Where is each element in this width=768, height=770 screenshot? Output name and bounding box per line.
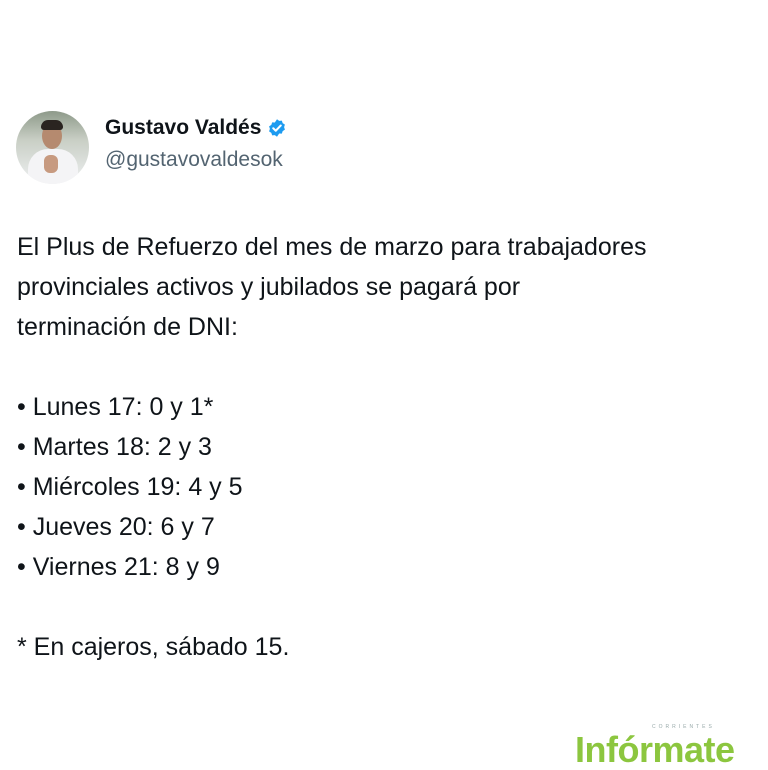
author-name[interactable]: Gustavo Valdés bbox=[105, 116, 262, 139]
schedule-item: • Martes 18: 2 y 3 bbox=[17, 433, 212, 461]
schedule-item: • Jueves 20: 6 y 7 bbox=[17, 513, 215, 541]
tweet-text: El Plus de Refuerzo del mes de marzo par… bbox=[17, 227, 757, 667]
text-line: El Plus de Refuerzo del mes de marzo par… bbox=[17, 233, 647, 261]
watermark-subtext: CORRIENTES bbox=[652, 724, 715, 730]
avatar-figure-hands bbox=[44, 155, 58, 173]
author-handle[interactable]: @gustavovaldesok bbox=[105, 148, 283, 171]
footnote: * En cajeros, sábado 15. bbox=[17, 633, 290, 661]
avatar[interactable] bbox=[16, 111, 89, 184]
avatar-figure-hair bbox=[41, 120, 63, 130]
schedule-item: • Lunes 17: 0 y 1* bbox=[17, 393, 214, 421]
author-name-row[interactable]: Gustavo Valdés bbox=[105, 116, 287, 140]
watermark-logo: Infórmate bbox=[575, 729, 735, 770]
schedule-item: • Miércoles 19: 4 y 5 bbox=[17, 473, 243, 501]
schedule-item: • Viernes 21: 8 y 9 bbox=[17, 553, 220, 581]
verified-badge-icon bbox=[269, 119, 286, 137]
text-line: provinciales activos y jubilados se paga… bbox=[17, 273, 521, 301]
text-line: terminación de DNI: bbox=[17, 313, 238, 341]
